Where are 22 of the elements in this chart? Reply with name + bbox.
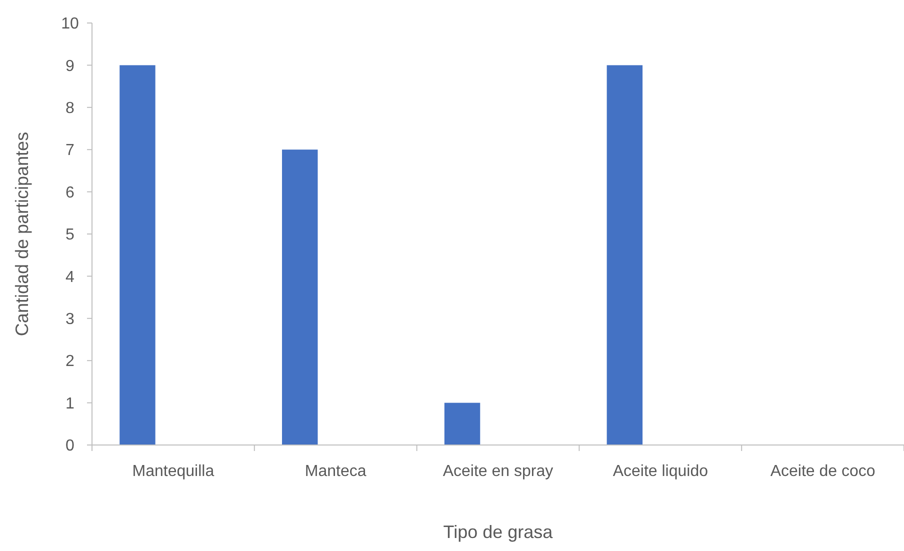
y-tick-label: 3 bbox=[66, 311, 75, 328]
y-axis-title: Cantidad de participantes bbox=[12, 132, 32, 336]
y-tick-label: 1 bbox=[66, 395, 75, 412]
y-tick-label: 7 bbox=[66, 142, 75, 160]
x-tick-label: Aceite de coco bbox=[770, 463, 876, 480]
bar bbox=[282, 150, 318, 445]
bar bbox=[444, 402, 480, 445]
x-tick-label: Aceite en spray bbox=[442, 463, 554, 480]
y-tick-label: 10 bbox=[61, 16, 79, 33]
x-tick-label: Manteca bbox=[304, 463, 366, 480]
y-tick-label: 0 bbox=[66, 438, 75, 455]
x-tick-label: Aceite liquido bbox=[612, 463, 708, 480]
y-tick-label: 4 bbox=[66, 268, 75, 286]
y-tick-label: 6 bbox=[66, 184, 75, 202]
bar bbox=[120, 65, 156, 445]
y-tick-label: 2 bbox=[66, 353, 75, 370]
x-tick-label: Mantequilla bbox=[132, 463, 214, 480]
y-tick-label: 8 bbox=[66, 100, 75, 117]
y-tick-label: 9 bbox=[66, 58, 75, 75]
y-tick-label: 5 bbox=[66, 226, 75, 244]
x-axis-title: Tipo de grasa bbox=[443, 522, 554, 542]
bar bbox=[606, 65, 643, 445]
